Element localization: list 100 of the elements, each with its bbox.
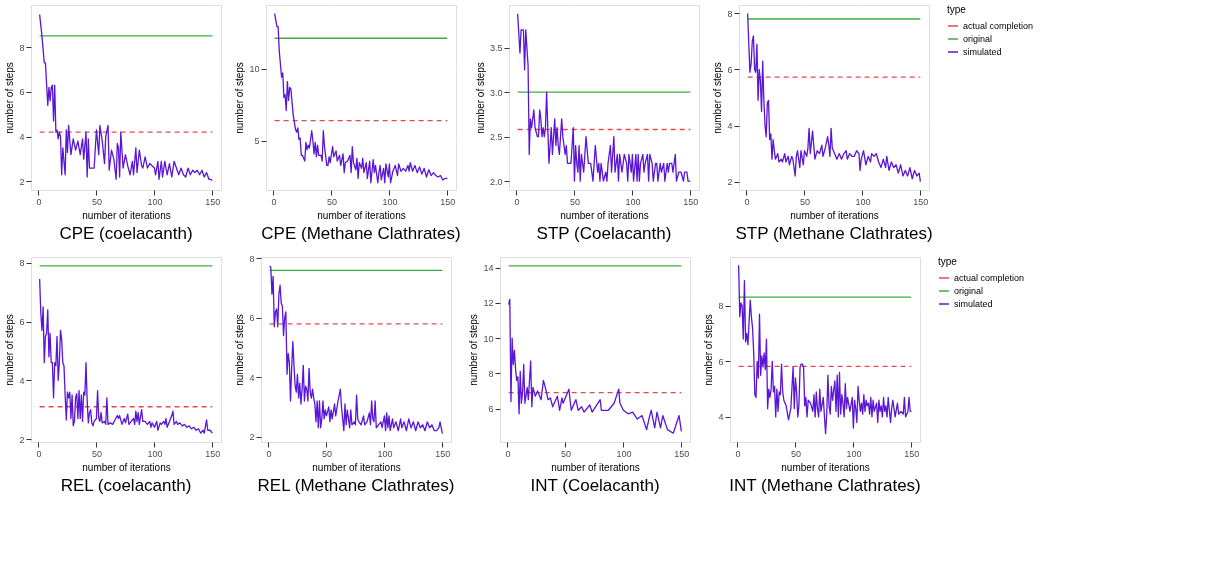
x-tick-label: 0 bbox=[266, 448, 272, 459]
y-tick-label: 6 bbox=[718, 356, 724, 367]
y-tick-label: 2.0 bbox=[489, 176, 503, 187]
x-axis-title: number of iterations bbox=[317, 209, 406, 221]
y-tick-label: 2 bbox=[249, 432, 255, 443]
legend-label: actual completion bbox=[954, 273, 1025, 283]
x-tick-label: 100 bbox=[616, 448, 632, 459]
y-axis-title: number of steps bbox=[468, 314, 480, 386]
y-tick-label: 3.5 bbox=[489, 43, 503, 54]
legend-label: simulated bbox=[963, 47, 1002, 57]
text: CPE (coelacanth) bbox=[59, 224, 193, 243]
x-tick-label: 100 bbox=[846, 448, 862, 459]
x-tick-label: 100 bbox=[377, 448, 393, 459]
line-series bbox=[38, 13, 214, 182]
x-tick-label: 50 bbox=[799, 196, 810, 207]
y-tick-label: 8 bbox=[718, 301, 724, 312]
y-tick-label: 8 bbox=[19, 42, 25, 53]
line-series bbox=[273, 13, 449, 184]
text: STP (Coelacanth) bbox=[536, 224, 672, 243]
text: STP (Methane Clathrates) bbox=[735, 224, 933, 243]
text: REL (coelacanth) bbox=[60, 476, 192, 495]
x-tick-label: 150 bbox=[440, 196, 456, 207]
y-tick-label: 6 bbox=[249, 313, 255, 324]
x-tick-label: 50 bbox=[569, 196, 580, 207]
x-tick-label: 50 bbox=[790, 448, 801, 459]
x-tick-label: 100 bbox=[147, 196, 163, 207]
x-tick-label: 100 bbox=[382, 196, 398, 207]
legend-label: original bbox=[963, 34, 993, 44]
line-series bbox=[516, 13, 692, 182]
x-tick-label: 0 bbox=[514, 196, 520, 207]
y-tick-label: 10 bbox=[249, 64, 260, 75]
x-tick-label: 150 bbox=[904, 448, 920, 459]
x-axis-title: number of iterations bbox=[560, 209, 649, 221]
x-tick-label: 50 bbox=[321, 448, 332, 459]
y-axis-title: number of steps bbox=[4, 62, 16, 134]
y-tick-label: 6 bbox=[19, 87, 25, 98]
y-tick-label: 8 bbox=[19, 258, 25, 269]
x-tick-label: 50 bbox=[91, 196, 102, 207]
text: INT (Methane Clathrates) bbox=[729, 476, 921, 495]
y-tick-label: 4 bbox=[19, 375, 25, 386]
x-tick-label: 150 bbox=[205, 196, 221, 207]
legend-label: original bbox=[954, 286, 984, 296]
y-tick-label: 4 bbox=[727, 121, 733, 132]
line-series bbox=[38, 278, 214, 434]
y-tick-label: 4 bbox=[19, 132, 25, 143]
x-tick-label: 0 bbox=[36, 196, 42, 207]
y-tick-label: 6 bbox=[488, 404, 494, 415]
text: CPE (Methane Clathrates) bbox=[261, 224, 461, 243]
x-axis-title: number of iterations bbox=[82, 461, 171, 473]
y-tick-label: 8 bbox=[727, 8, 733, 19]
y-axis-title: number of steps bbox=[234, 314, 246, 386]
x-tick-label: 100 bbox=[625, 196, 641, 207]
y-tick-label: 4 bbox=[718, 412, 724, 423]
x-tick-label: 50 bbox=[91, 448, 102, 459]
y-tick-label: 2 bbox=[19, 176, 25, 187]
y-tick-label: 8 bbox=[488, 368, 494, 379]
x-axis-title: number of iterations bbox=[82, 209, 171, 221]
y-tick-label: 2 bbox=[727, 177, 733, 188]
y-tick-label: 8 bbox=[249, 253, 255, 264]
y-tick-label: 12 bbox=[483, 298, 494, 309]
x-axis-title: number of iterations bbox=[781, 461, 870, 473]
y-axis-title: number of steps bbox=[703, 314, 715, 386]
x-tick-label: 0 bbox=[735, 448, 741, 459]
x-tick-label: 150 bbox=[913, 196, 929, 207]
legend-label: actual completion bbox=[963, 21, 1034, 31]
y-tick-label: 14 bbox=[483, 263, 494, 274]
y-tick-label: 2 bbox=[19, 434, 25, 445]
text: REL (Methane Clathrates) bbox=[257, 476, 455, 495]
x-tick-label: 0 bbox=[36, 448, 42, 459]
x-tick-label: 150 bbox=[205, 448, 221, 459]
x-tick-label: 150 bbox=[435, 448, 451, 459]
y-tick-label: 6 bbox=[19, 317, 25, 328]
x-tick-label: 50 bbox=[326, 196, 337, 207]
y-tick-label: 2.5 bbox=[489, 132, 503, 143]
legend-title: type bbox=[938, 256, 958, 267]
x-axis-title: number of iterations bbox=[790, 209, 879, 221]
x-tick-label: 100 bbox=[147, 448, 163, 459]
y-axis-title: number of steps bbox=[234, 62, 246, 134]
x-tick-label: 150 bbox=[674, 448, 690, 459]
y-tick-label: 4 bbox=[249, 372, 255, 383]
y-tick-label: 6 bbox=[727, 64, 733, 75]
y-tick-label: 5 bbox=[254, 136, 260, 147]
line-series bbox=[507, 298, 683, 434]
x-axis-title: number of iterations bbox=[312, 461, 401, 473]
y-axis-title: number of steps bbox=[712, 62, 724, 134]
y-tick-label: 10 bbox=[483, 333, 494, 344]
x-tick-label: 0 bbox=[505, 448, 511, 459]
line-series bbox=[268, 265, 444, 435]
x-tick-label: 0 bbox=[271, 196, 277, 207]
line-series bbox=[737, 264, 913, 435]
y-axis-title: number of steps bbox=[474, 62, 486, 134]
y-axis-title: number of steps bbox=[4, 314, 16, 386]
x-tick-label: 150 bbox=[683, 196, 699, 207]
x-tick-label: 0 bbox=[744, 196, 750, 207]
x-tick-label: 50 bbox=[560, 448, 571, 459]
legend-label: simulated bbox=[954, 299, 993, 309]
y-tick-label: 3.0 bbox=[489, 87, 503, 98]
line-series bbox=[746, 12, 922, 183]
x-tick-label: 100 bbox=[855, 196, 871, 207]
legend-title: type bbox=[947, 4, 967, 15]
